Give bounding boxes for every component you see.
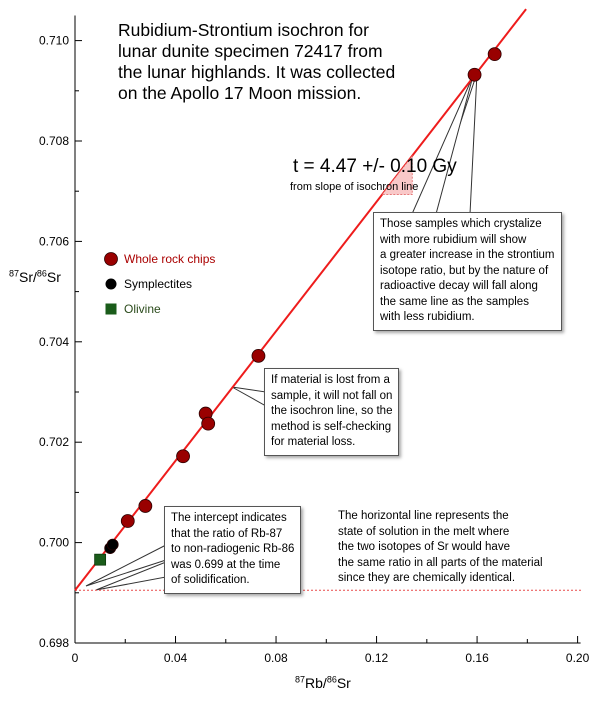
- annotation-line: state of solution in the melt where: [338, 525, 510, 538]
- chart-points: [94, 47, 502, 566]
- x-label-sup: 86: [326, 674, 337, 685]
- x-tick-label: 0.20: [566, 651, 590, 665]
- x-label-main: Rb/: [305, 675, 327, 691]
- data-point-whole-rock: [251, 348, 266, 363]
- title-line: the lunar highlands. It was collected: [118, 62, 396, 82]
- y-tick-label: 0.710: [39, 34, 69, 48]
- crystalize-annotation-box: Those samples which crystalize with more…: [373, 212, 562, 331]
- data-point-whole-rock: [120, 514, 135, 528]
- data-point-whole-rock: [487, 47, 502, 62]
- annotation-pointer: [231, 386, 267, 407]
- annotation-line: If material is lost from a: [271, 374, 390, 386]
- annotation-line: a greater increase in the strontium: [380, 249, 555, 261]
- annotation-line: with less rubidium.: [380, 311, 475, 323]
- annotation-line: sample, it will not fall on: [271, 389, 393, 402]
- legend-label-olivine: Olivine: [124, 302, 161, 316]
- data-point-olivine: [94, 553, 107, 566]
- chart-axes: 0.698 0.700 0.702 0.704 0.706 0.708 0.710 0 0.04…: [39, 15, 590, 665]
- x-tick-label: 0.16: [465, 651, 489, 665]
- legend-label-whole-rock: Whole rock chips: [124, 252, 216, 266]
- slope-annotation-sub: from slope of isochron line: [290, 181, 419, 193]
- x-label-sup: 87: [295, 674, 306, 685]
- annotation-line: with more rubidium will show: [380, 233, 527, 246]
- annotation-line: the same ratio in all parts of the mater…: [338, 556, 543, 569]
- legend-label-symplectites: Symplectites: [124, 277, 193, 291]
- title-line: on the Apollo 17 Moon mission.: [118, 83, 362, 103]
- y-tick-label: 0.706: [39, 234, 69, 248]
- y-tick-label: 0.708: [39, 134, 69, 148]
- legend-marker-symplectites: [105, 278, 117, 290]
- legend-marker-whole-rock: [104, 252, 118, 266]
- y-label-main: Sr: [46, 269, 61, 285]
- y-axis-label: 87Sr/86Sr: [9, 269, 61, 285]
- y-tick-label: 0.702: [39, 435, 69, 449]
- annotation-line: since they are chemically identical.: [338, 572, 516, 584]
- data-point-whole-rock: [467, 67, 482, 82]
- y-tick-label: 0.700: [39, 536, 69, 550]
- slope-triangle: [381, 154, 413, 196]
- horizontal-line-annotation: The horizontal line represents the state…: [338, 509, 543, 587]
- x-label-main: Sr: [336, 675, 351, 691]
- annotation-line: was 0.699 at the time: [171, 558, 281, 571]
- title-line: lunar dunite specimen 72417 from: [118, 41, 383, 61]
- annotation-line: for material loss.: [271, 436, 356, 448]
- material-loss-annotation-box: If material is lost from a sample, it wi…: [264, 368, 400, 456]
- annotation-line: that the ratio of Rb-87: [171, 527, 283, 540]
- annotation-line: isotope ratio, but by the nature of: [380, 264, 549, 277]
- annotation-line: Those samples which crystalize: [380, 218, 542, 230]
- chart-title: Rubidium-Strontium isochron for lunar du…: [118, 20, 418, 104]
- intercept-annotation-box: The intercept indicates that the ratio o…: [164, 506, 302, 594]
- legend-marker-olivine: [105, 303, 117, 315]
- y-label-main: Sr/: [19, 269, 37, 285]
- isochron-line: [74, 8, 527, 591]
- x-tick-label: 0.04: [164, 651, 188, 665]
- annotation-pointers: [85, 72, 478, 591]
- annotation-line: The intercept indicates: [171, 512, 287, 524]
- data-point-whole-rock: [176, 449, 190, 464]
- title-line: Rubidium-Strontium isochron for: [118, 20, 369, 40]
- y-label-sup: 87: [9, 268, 20, 279]
- slope-annotation-main: t = 4.47 +/- 0.10 Gy: [293, 156, 457, 177]
- annotation-line: radioactive decay will fall along: [380, 280, 538, 292]
- y-tick-label: 0.698: [39, 636, 69, 650]
- annotation-line: method is self-checking: [271, 420, 392, 433]
- annotation-line: The horizontal line represents the: [338, 510, 509, 522]
- annotation-line: to non-radiogenic Rb-86: [171, 543, 295, 555]
- legend-markers: [104, 252, 118, 315]
- y-tick-label: 0.704: [39, 335, 69, 349]
- data-point-whole-rock: [138, 499, 153, 513]
- annotation-line: of solidification.: [171, 574, 250, 586]
- chart-lines: [74, 8, 583, 591]
- data-point-symplectite: [106, 538, 119, 551]
- annotation-line: the same line as the samples: [380, 295, 529, 308]
- data-point-whole-rock: [201, 416, 216, 431]
- x-tick-label: 0.08: [264, 651, 288, 665]
- annotation-line: the isochron line, so the: [271, 405, 393, 417]
- x-axis-label: 87Rb/86Sr: [295, 675, 351, 691]
- y-label-sup: 86: [36, 268, 47, 279]
- x-tick-label: 0.12: [365, 651, 389, 665]
- x-tick-label: 0: [72, 651, 79, 665]
- annotation-line: the two isotopes of Sr would have: [338, 541, 510, 553]
